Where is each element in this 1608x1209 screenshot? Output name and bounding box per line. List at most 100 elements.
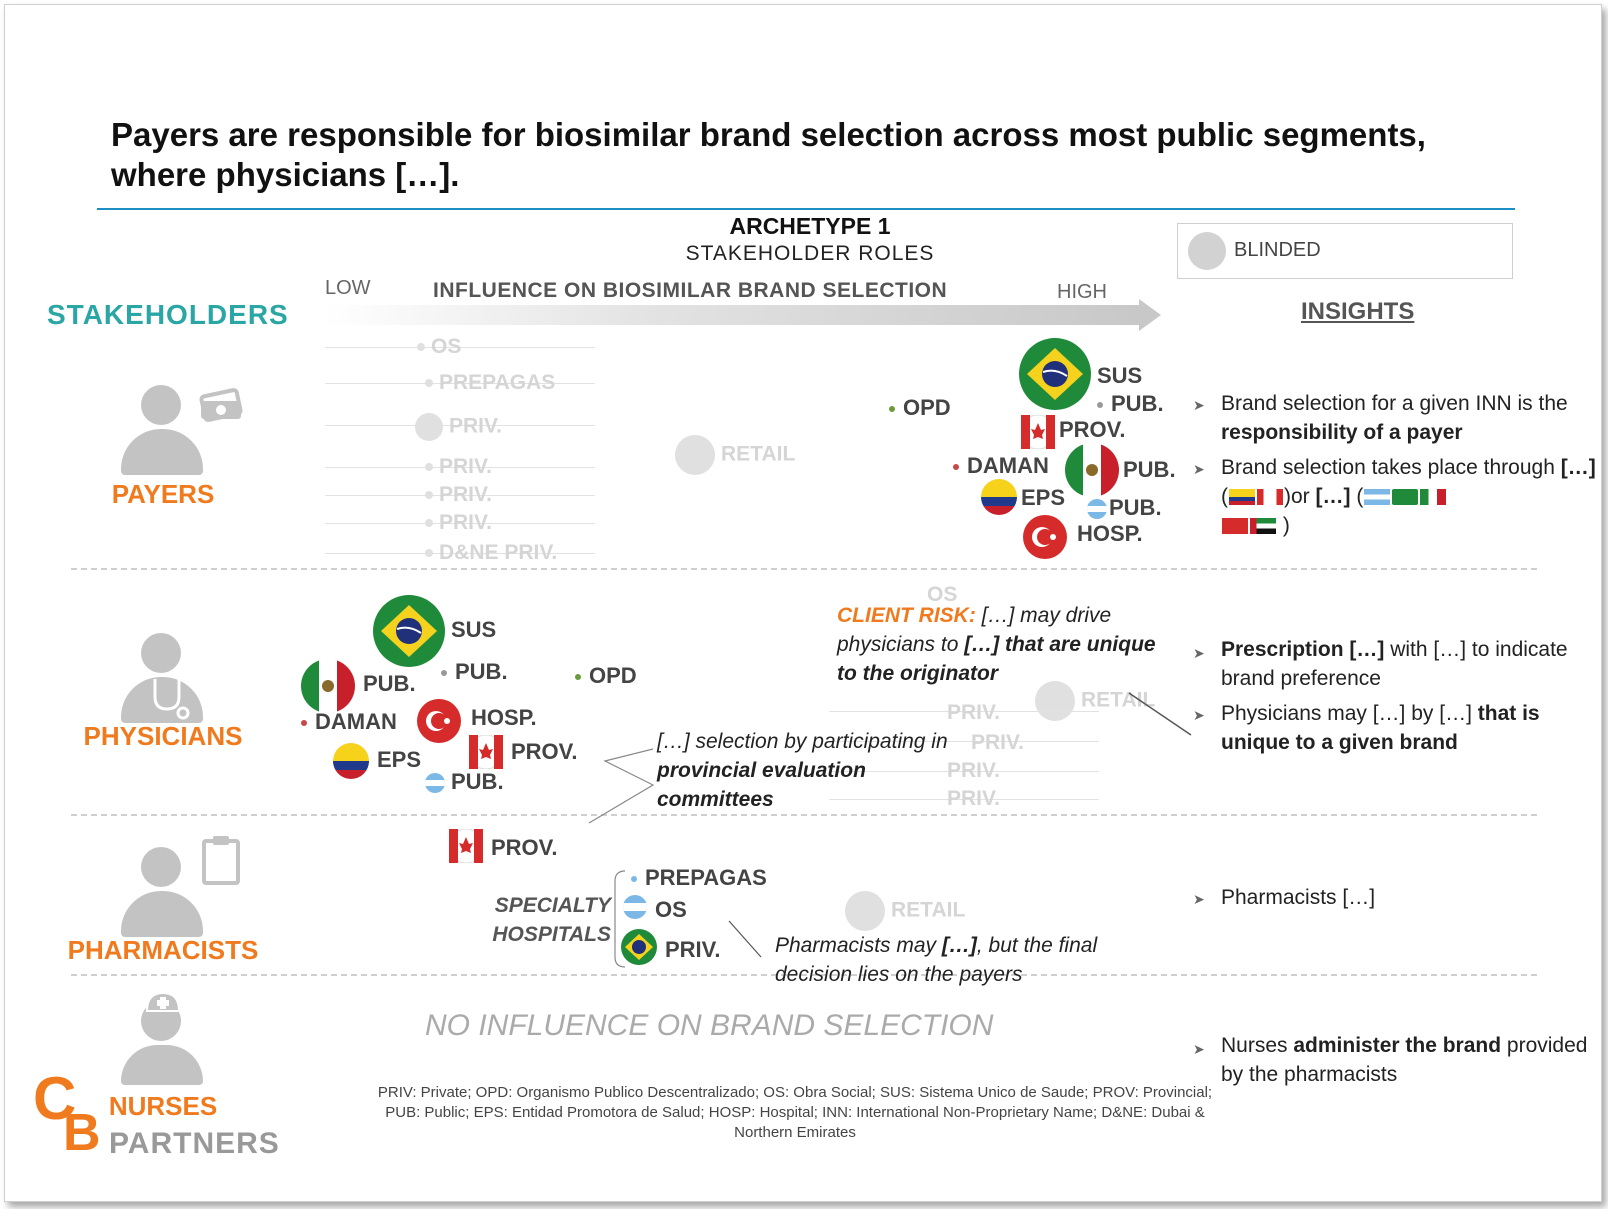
archetype-heading: ARCHETYPE 1 — [729, 213, 891, 239]
flag-argentina-icon — [425, 773, 445, 793]
faded-line — [325, 347, 595, 348]
row-divider — [71, 568, 1537, 570]
axis-high-label: HIGH — [1057, 281, 1107, 303]
flag-canada-icon — [1257, 489, 1283, 506]
faded-label: D&NE PRIV. — [425, 541, 557, 565]
faded-label: PREPAGAS — [425, 371, 555, 395]
role-pharmacists: PHARMACISTS — [67, 935, 259, 965]
faded-retail: RETAIL — [675, 435, 795, 475]
physicians-daman: DAMAN — [301, 709, 397, 735]
faded-label: OS — [927, 583, 958, 606]
role-nurses: NURSES — [108, 1091, 218, 1121]
bullet-arrow-icon: ➤ — [1193, 891, 1205, 907]
payers-insight-1: Brand selection for a given INN is the r… — [1221, 392, 1568, 444]
payers-eps: EPS — [1021, 485, 1066, 510]
payers-pub-mx: PUB. — [1123, 457, 1176, 482]
role-payers: PAYERS — [111, 479, 215, 509]
payers-insight-2: Brand selection takes place through […](… — [1221, 456, 1596, 537]
flag-brazil-icon — [1392, 489, 1419, 506]
bullet-arrow-icon: ➤ — [1193, 1041, 1205, 1057]
bullet-arrow-icon: ➤ — [1193, 461, 1205, 477]
pharmacists-os: OS — [655, 897, 687, 922]
footnote-line: PUB: Public; EPS: Entidad Promotora de S… — [385, 1104, 1205, 1121]
client-risk-note: CLIENT RISK: […] may drive physicians to… — [837, 604, 1156, 685]
faded-line — [829, 711, 1099, 712]
physicians-sus: SUS — [451, 617, 497, 642]
footnote-line: Northern Emirates — [734, 1124, 856, 1141]
faded-label: PRIV. — [947, 759, 1000, 782]
flag-colombia-icon — [333, 743, 369, 779]
pharmacists-prepagas: PREPAGAS — [631, 865, 767, 891]
axis-label: INFLUENCE ON BIOSIMILAR BRAND SELECTION — [433, 279, 948, 302]
flag-mexico-icon — [301, 659, 355, 713]
blinded-dot-icon — [1188, 232, 1226, 270]
physicians-pub-mx: PUB. — [363, 671, 416, 696]
flag-argentina-icon — [1087, 499, 1107, 519]
payers-sus: SUS — [1097, 363, 1143, 388]
stakeholders-header: STAKEHOLDERS — [47, 299, 289, 330]
faded-line — [325, 495, 595, 496]
faded-retail: RETAIL — [1035, 681, 1155, 721]
faded-line — [325, 383, 595, 384]
clipboard-icon — [202, 836, 240, 885]
pharmacists-priv: PRIV. — [665, 937, 721, 962]
legend-label: BLINDED — [1234, 239, 1321, 261]
bracket — [614, 870, 626, 968]
legend: BLINDED — [1177, 223, 1513, 279]
faded-line — [829, 771, 1099, 772]
pharmacists-prov: PROV. — [491, 835, 558, 860]
faded-label: PRIV. — [415, 413, 502, 441]
faded-label: OS — [417, 335, 461, 359]
role-physicians: PHYSICIANS — [83, 721, 243, 751]
payers-daman: DAMAN — [953, 453, 1049, 479]
nurse-cap-icon — [145, 991, 181, 1012]
page-title: Payers are responsible for biosimilar br… — [111, 116, 1426, 193]
person-icon — [119, 847, 209, 947]
money-icon — [199, 388, 243, 422]
nurses-insight: Nurses administer the brand provided by … — [1221, 1034, 1588, 1086]
logo-partners: PARTNERS — [109, 1127, 280, 1160]
faded-label: PRIV. — [425, 483, 492, 507]
physicians-insight-2: Physicians may […] by […] that is unique… — [1221, 702, 1540, 754]
faded-line — [325, 425, 595, 426]
faded-line — [325, 467, 595, 468]
payers-pub-ar: PUB. — [1109, 495, 1162, 520]
person-icon — [119, 633, 209, 733]
roles-subheading: STAKEHOLDER ROLES — [685, 242, 935, 265]
payers-prov: PROV. — [1059, 417, 1126, 442]
person-icon — [119, 1001, 209, 1091]
logo-b: B — [63, 1104, 101, 1162]
axis-low-label: LOW — [325, 277, 371, 299]
bullet-arrow-icon: ➤ — [1193, 397, 1205, 413]
flag-mexico-icon — [1065, 443, 1119, 497]
physicians-prov: PROV. — [511, 739, 578, 764]
flag-argentina-icon — [623, 895, 647, 919]
faded-line — [829, 799, 1099, 800]
flag-brazil-icon — [621, 929, 657, 965]
callout-line — [728, 920, 762, 958]
callout-bracket — [588, 748, 655, 824]
faded-label: PRIV. — [947, 701, 1000, 724]
faded-label: PRIV. — [971, 731, 1024, 754]
physicians-pub-ar: PUB. — [451, 769, 504, 794]
title-rule — [97, 208, 1515, 210]
flag-mexico-icon — [1420, 489, 1447, 506]
pharmacists-insight: Pharmacists […] — [1221, 886, 1376, 909]
logo-c: C — [33, 1065, 77, 1132]
faded-label: PRIV. — [947, 787, 1000, 810]
committee-note: […] selection by participating in provin… — [657, 730, 948, 811]
physicians-pub-br: PUB. — [441, 659, 508, 685]
faded-retail: RETAIL — [845, 891, 965, 931]
physicians-opd: OPD — [575, 663, 637, 689]
influence-arrow — [323, 305, 1139, 325]
physicians-insight-1: Prescription […] with […] to indicate br… — [1221, 638, 1568, 690]
row-divider — [71, 974, 1537, 976]
flag-uae-icon — [1250, 518, 1276, 535]
faded-label: PRIV. — [425, 455, 492, 479]
faded-line — [325, 553, 595, 554]
physicians-hosp: HOSP. — [471, 705, 537, 730]
arrow-head-icon — [1139, 299, 1161, 331]
flag-canada-icon — [1021, 415, 1055, 449]
flag-brazil-icon — [1019, 338, 1091, 410]
faded-label: PRIV. — [425, 511, 492, 535]
